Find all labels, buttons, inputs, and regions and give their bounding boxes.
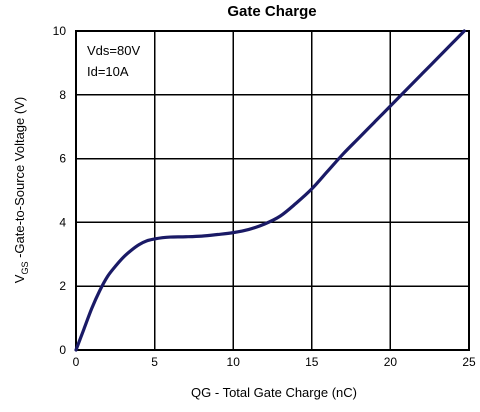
y-axis-label-text: -Gate-to-Source Voltage (V) [12, 97, 27, 262]
y-tick-label: 4 [59, 215, 66, 229]
y-tick-label: 6 [59, 152, 66, 166]
y-tick-label: 10 [53, 24, 67, 38]
tick-labels: 0 5 10 15 20 25 0 2 4 6 8 10 [53, 24, 476, 369]
chart-title: Gate Charge [227, 3, 316, 20]
y-axis-label-v: V [12, 274, 27, 283]
y-tick-label: 8 [59, 88, 66, 102]
annotation-vds: Vds=80V [87, 43, 140, 58]
y-axis-label: VGS -Gate-to-Source Voltage (V) [12, 97, 30, 283]
x-tick-label: 0 [73, 355, 80, 369]
grid-lines [75, 30, 470, 351]
x-tick-label: 20 [384, 355, 398, 369]
x-tick-label: 25 [462, 355, 476, 369]
y-tick-label: 2 [59, 279, 66, 293]
y-axis-label-subscript: GS [20, 262, 30, 275]
x-tick-label: 15 [305, 355, 319, 369]
plot-frame [75, 30, 470, 351]
annotation-id: Id=10A [87, 64, 129, 79]
x-tick-label: 5 [151, 355, 158, 369]
x-tick-label: 10 [227, 355, 241, 369]
series-line-1 [74, 29, 466, 352]
y-tick-label: 0 [59, 343, 66, 357]
x-axis-label: QG - Total Gate Charge (nC) [191, 385, 357, 400]
series-group [74, 29, 466, 352]
